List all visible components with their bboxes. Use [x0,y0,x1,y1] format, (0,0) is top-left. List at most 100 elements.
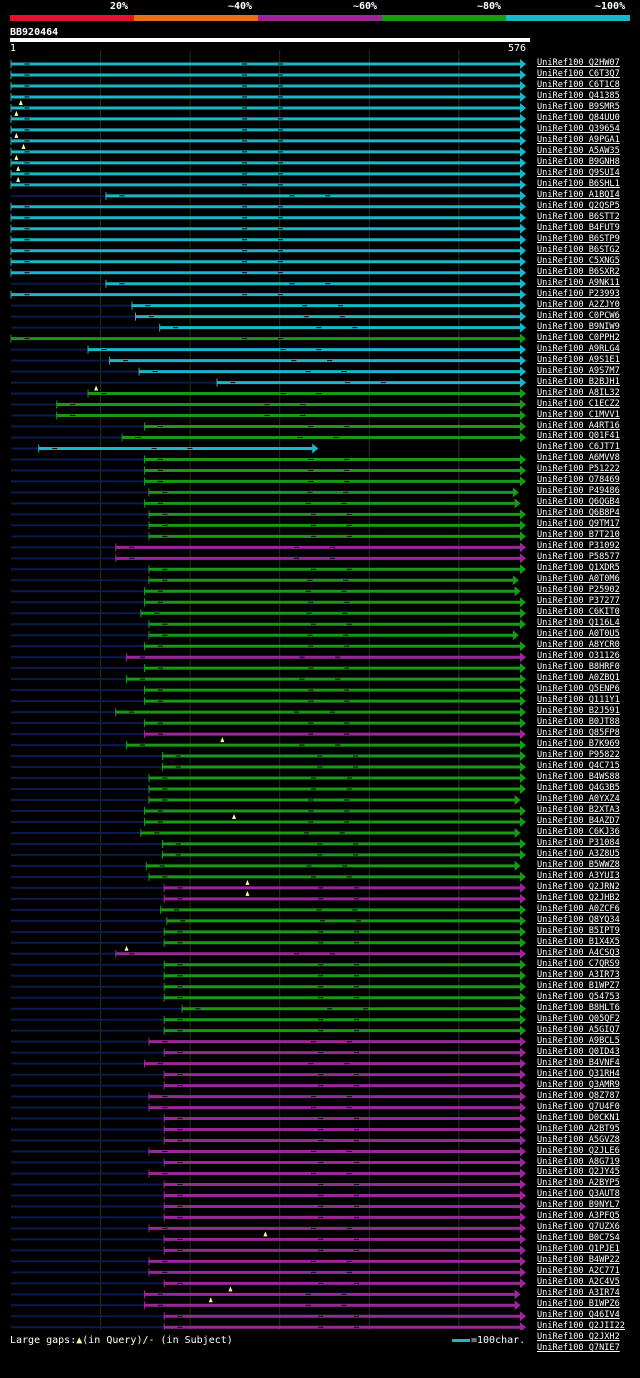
hit-row[interactable] [10,245,526,256]
hit-row[interactable] [11,1091,526,1102]
hit-link[interactable]: UniRef100_B4FUT9 [537,222,620,233]
hit-link[interactable]: UniRef100_B9NIW9 [537,321,620,332]
hit-row[interactable] [11,937,526,948]
hit-link[interactable]: UniRef100_Q8YQ34 [537,914,620,925]
hit-row[interactable] [11,1245,526,1256]
hit-row[interactable] [10,110,526,124]
hit-link[interactable]: UniRef100_B5IPT9 [537,925,620,936]
hit-link[interactable]: UniRef100_P23993 [537,288,620,299]
hit-link[interactable]: UniRef100_Q3AUT8 [537,1189,620,1200]
hit-row[interactable] [11,1058,526,1069]
hit-row[interactable] [11,1047,526,1058]
hit-row[interactable] [10,333,526,344]
hit-row[interactable] [11,476,526,487]
hit-link[interactable]: UniRef100_C1MVV1 [537,409,620,420]
hit-link[interactable]: UniRef100_A8YCR0 [537,640,620,651]
hit-link[interactable]: UniRef100_Q05QF2 [537,1013,620,1024]
hit-row[interactable] [10,59,526,69]
hit-row[interactable] [11,707,526,718]
hit-row[interactable] [11,1179,526,1190]
hit-link[interactable]: UniRef100_Q2HW07 [537,58,620,68]
hit-row[interactable] [11,531,526,542]
hit-row[interactable] [11,1036,526,1047]
hit-link[interactable]: UniRef100_C6KJ36 [537,826,620,837]
hit-link[interactable]: UniRef100_A8IL32 [537,387,620,398]
hit-row[interactable] [11,399,526,410]
hit-row[interactable] [11,1157,526,1168]
hit-link[interactable]: UniRef100_Q01F41 [537,431,620,442]
hit-link[interactable]: UniRef100_A3IR73 [537,969,620,980]
hit-row[interactable] [11,1113,526,1124]
hit-link[interactable]: UniRef100_B1WPZ6 [537,1299,620,1310]
hit-row[interactable] [11,1003,526,1014]
hit-row[interactable] [11,520,526,531]
hit-link[interactable]: UniRef100_Q2QSP5 [537,200,620,211]
hit-row[interactable] [11,608,526,619]
hit-link[interactable]: UniRef100_A2C771 [537,1266,620,1277]
hit-row[interactable] [10,234,526,245]
hit-row[interactable] [11,630,519,641]
hit-link[interactable]: UniRef100_Q2JII22 [537,1321,625,1332]
hit-row[interactable] [11,421,526,432]
hit-link[interactable]: UniRef100_P51222 [537,464,620,475]
hit-link[interactable]: UniRef100_B6SXR2 [537,266,620,277]
hit-row[interactable] [11,190,526,201]
hit-row[interactable] [11,1014,526,1025]
hit-row[interactable] [11,344,526,355]
hit-link[interactable]: UniRef100_C0PCW6 [537,310,620,321]
hit-link[interactable]: UniRef100_Q41385 [537,90,620,101]
hit-link[interactable]: UniRef100_B1X4X5 [537,936,620,947]
hit-row[interactable] [10,212,526,223]
hit-row[interactable] [10,99,526,113]
hit-row[interactable] [11,890,526,904]
hit-link[interactable]: UniRef100_P31092 [537,541,620,552]
hit-link[interactable]: UniRef100_P95822 [537,750,620,761]
hit-link[interactable]: UniRef100_Q2JY45 [537,1167,620,1178]
hit-row[interactable] [11,1223,526,1234]
hit-row[interactable] [11,784,526,795]
hit-link[interactable]: UniRef100_A0ZCF6 [537,903,620,914]
hit-row[interactable] [10,124,526,135]
hit-row[interactable] [11,1201,526,1212]
hit-row[interactable] [11,377,526,388]
hit-link[interactable]: UniRef100_Q3AMR9 [537,1079,620,1090]
hit-row[interactable] [11,992,526,1003]
hit-link[interactable]: UniRef100_A3Z8U5 [537,848,620,859]
hit-row[interactable] [11,762,526,773]
hit-link[interactable]: UniRef100_Q54753 [537,991,620,1002]
hit-link[interactable]: UniRef100_A2BYP5 [537,1178,620,1189]
hit-link[interactable]: UniRef100_Q39654 [537,123,620,134]
hit-row[interactable] [10,256,526,267]
hit-row[interactable] [11,1025,526,1036]
hit-link[interactable]: UniRef100_A3YUI3 [537,870,620,881]
hit-link[interactable]: UniRef100_B8HRF0 [537,662,620,673]
hit-link[interactable]: UniRef100_A3PFQ5 [537,1211,620,1222]
hit-link[interactable]: UniRef100_A4CSQ3 [537,947,620,958]
hit-row[interactable] [11,838,526,849]
hit-link[interactable]: UniRef100_Q7U4F0 [537,1101,620,1112]
hit-row[interactable] [10,80,526,91]
hit-link[interactable]: UniRef100_B8HLT6 [537,1002,620,1013]
hit-link[interactable]: UniRef100_Q46IV4 [537,1310,620,1321]
hit-link[interactable]: UniRef100_A9BCL5 [537,1035,620,1046]
hit-link[interactable]: UniRef100_B2J591 [537,706,620,717]
hit-link[interactable]: UniRef100_A9S1E1 [537,354,620,365]
hit-link[interactable]: UniRef100_Q8Z787 [537,1090,620,1101]
hit-link[interactable]: UniRef100_A2ZJY0 [537,299,620,310]
hit-link[interactable]: UniRef100_B7K969 [537,739,620,750]
hit-link[interactable]: UniRef100_O78469 [537,475,620,486]
hit-link[interactable]: UniRef100_P25902 [537,585,620,596]
hit-row[interactable] [11,311,526,322]
hit-link[interactable]: UniRef100_A5AW35 [537,145,620,156]
hit-row[interactable] [11,813,526,827]
hit-link[interactable]: UniRef100_B0C7S4 [537,1233,620,1244]
hit-link[interactable]: UniRef100_A1BQI4 [537,189,620,200]
hit-link[interactable]: UniRef100_Q0ID43 [537,1046,620,1057]
hit-row[interactable] [11,663,526,674]
hit-row[interactable] [11,1278,526,1289]
hit-link[interactable]: UniRef100_A5GIQ7 [537,1024,620,1035]
hit-link[interactable]: UniRef100_Q111Y1 [537,695,620,706]
hit-link[interactable]: UniRef100_B4WP22 [537,1255,620,1266]
hit-link[interactable]: UniRef100_Q4G3B5 [537,783,620,793]
hit-link[interactable]: UniRef100_B9GNH8 [537,156,620,167]
